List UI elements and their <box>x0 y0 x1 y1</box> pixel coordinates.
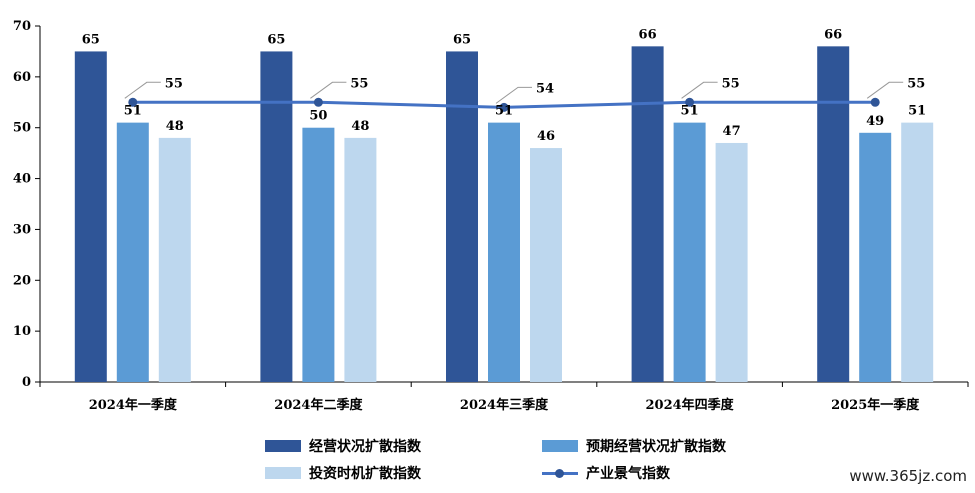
y-tick-label: 50 <box>13 121 31 136</box>
bar <box>344 137 377 382</box>
legend-line-swatch <box>542 467 578 479</box>
y-tick-label: 10 <box>13 324 31 339</box>
bar-value-label: 49 <box>866 114 884 129</box>
bar <box>302 127 335 382</box>
legend-item-industry: 产业景气指数 <box>542 463 670 483</box>
bar <box>116 122 149 382</box>
legend-label: 经营状况扩散指数 <box>309 439 421 455</box>
y-tick-label: 20 <box>13 273 31 288</box>
y-tick-label: 70 <box>13 19 31 34</box>
line-value-label: 55 <box>165 76 183 91</box>
bar-value-label: 48 <box>166 119 184 134</box>
line-point <box>499 102 509 112</box>
line-leaders <box>124 81 904 104</box>
legend-label: 预期经营状况扩散指数 <box>586 439 726 455</box>
line-value-label: 55 <box>907 76 925 91</box>
line-series <box>128 97 880 112</box>
bar-value-label: 51 <box>495 104 513 119</box>
bar-value-label: 65 <box>453 32 471 47</box>
watermark: www.365jz.com <box>849 467 967 485</box>
line-value-label: 55 <box>722 76 740 91</box>
line-value-label: 54 <box>536 81 554 96</box>
bar <box>859 132 892 382</box>
data-labels: 65 51 48 65 50 48 65 51 46 66 51 47 66 49 51 55 55 54 55 55 <box>82 27 926 144</box>
x-axis: 2024年一季度 2024年二季度 2024年三季度 2024年四季度 2025年一季度 <box>39 381 969 413</box>
bar-value-label: 48 <box>351 119 369 134</box>
x-tick-label: 2024年四季度 <box>646 397 735 413</box>
x-tick-label: 2024年一季度 <box>89 397 178 413</box>
bar-value-label: 51 <box>681 104 699 119</box>
bar-value-label: 51 <box>124 104 142 119</box>
legend-swatch <box>265 440 301 452</box>
bar <box>488 122 520 382</box>
bar <box>260 51 293 383</box>
legend-item-operating: 经营状况扩散指数 <box>265 436 421 456</box>
line-label-leader <box>681 81 718 99</box>
bar-value-label: 51 <box>908 104 926 119</box>
legend-label: 产业景气指数 <box>586 466 670 482</box>
legend-swatch <box>265 467 301 479</box>
y-tick-label: 40 <box>13 172 31 187</box>
bar <box>74 51 107 383</box>
line-label-leader <box>124 81 161 99</box>
legend-label: 投资时机扩散指数 <box>309 466 421 482</box>
line-point <box>313 97 323 107</box>
bar <box>817 46 850 382</box>
bar-value-label: 47 <box>723 124 741 139</box>
y-tick-label: 0 <box>22 375 31 390</box>
line-point <box>128 97 138 107</box>
x-tick-label: 2024年二季度 <box>274 397 363 413</box>
y-axis: 0 10 20 30 40 50 60 70 <box>13 19 41 390</box>
legend-item-expected: 预期经营状况扩散指数 <box>542 436 726 456</box>
line-label-leader <box>310 81 347 99</box>
bars <box>74 46 934 383</box>
bar-value-label: 66 <box>639 27 657 42</box>
bar-value-label: 50 <box>309 109 327 124</box>
bar-value-label: 66 <box>824 27 842 42</box>
bar <box>901 122 934 382</box>
bar <box>530 148 562 382</box>
chart: 0 10 20 30 40 50 60 70 2024年一季度 2024年二季度 2024年三季度… <box>13 19 969 413</box>
bar <box>673 122 706 382</box>
bar <box>158 137 191 382</box>
line-point <box>870 97 880 107</box>
bar <box>446 51 478 383</box>
x-tick-label: 2024年三季度 <box>460 397 549 413</box>
line-label-leader <box>495 86 532 104</box>
legend-swatch <box>542 440 578 452</box>
y-tick-label: 60 <box>13 70 31 85</box>
bar-value-label: 46 <box>537 129 555 144</box>
y-tick-label: 30 <box>13 222 31 237</box>
bar <box>631 46 664 382</box>
legend-item-investment: 投资时机扩散指数 <box>265 463 421 483</box>
bar-value-label: 65 <box>267 32 285 47</box>
x-tick-label: 2025年一季度 <box>831 397 920 413</box>
line-value-label: 55 <box>350 76 368 91</box>
line-point <box>685 97 695 107</box>
bar-value-label: 65 <box>82 32 100 47</box>
line-label-leader <box>866 81 904 99</box>
bar <box>715 142 748 382</box>
